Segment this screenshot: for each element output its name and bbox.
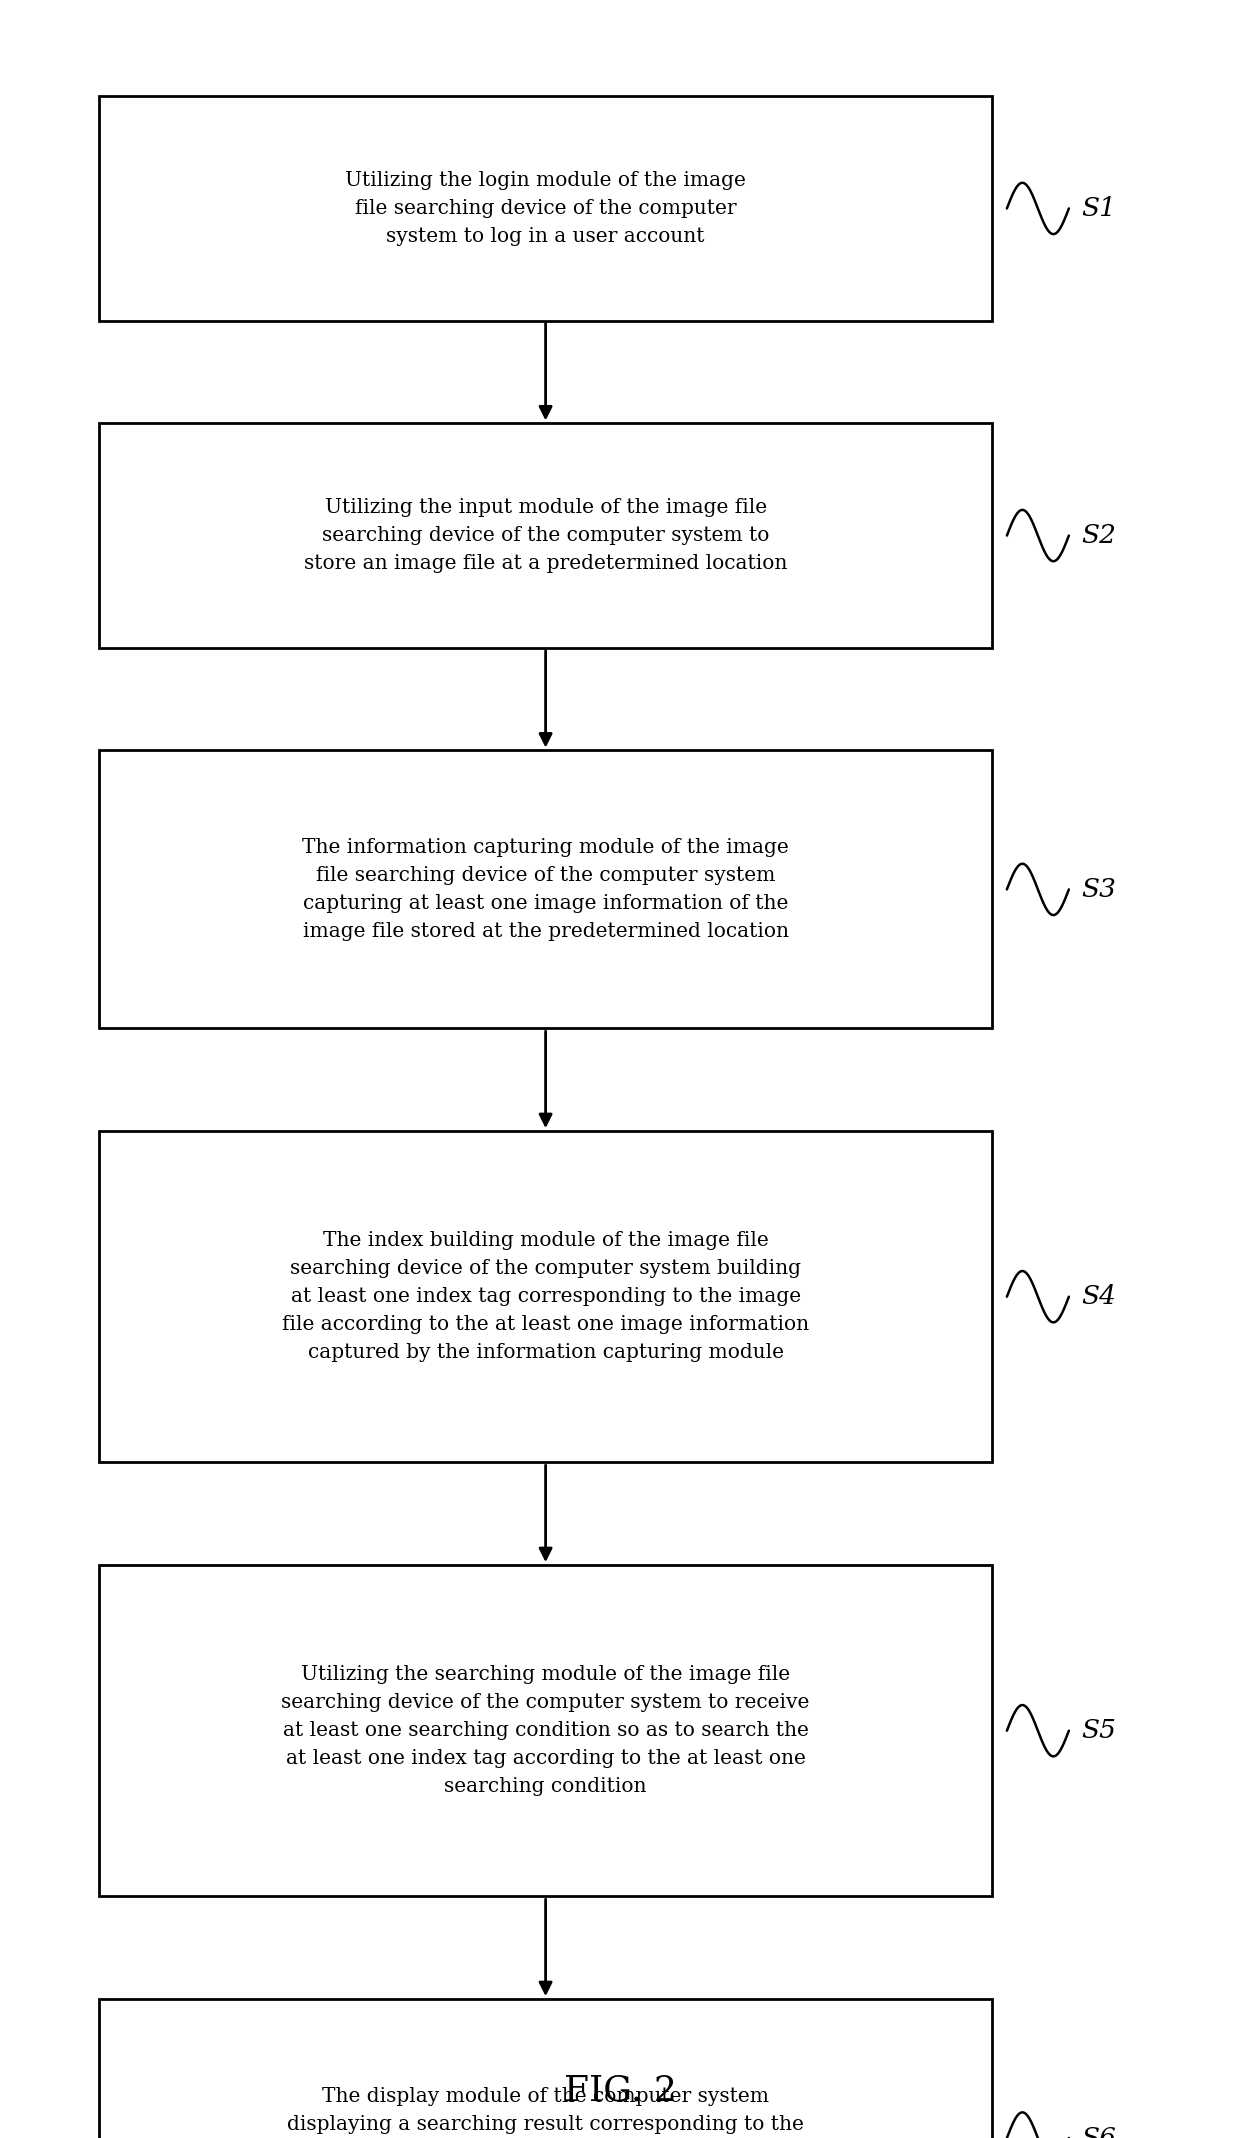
Text: S5: S5 bbox=[1081, 1719, 1116, 1742]
Text: S1: S1 bbox=[1081, 197, 1116, 220]
Bar bbox=[99, 96, 992, 321]
Text: The display module of the computer system
displaying a searching result correspo: The display module of the computer syste… bbox=[285, 2087, 806, 2138]
Text: The information capturing module of the image
file searching device of the compu: The information capturing module of the … bbox=[303, 838, 789, 941]
Bar bbox=[99, 1565, 992, 1896]
Text: FIG. 2: FIG. 2 bbox=[563, 2074, 677, 2108]
Text: Utilizing the input module of the image file
searching device of the computer sy: Utilizing the input module of the image … bbox=[304, 498, 787, 573]
Text: S3: S3 bbox=[1081, 877, 1116, 902]
Text: S6: S6 bbox=[1081, 2125, 1116, 2138]
Text: S2: S2 bbox=[1081, 524, 1116, 547]
Text: The index building module of the image file
searching device of the computer sys: The index building module of the image f… bbox=[281, 1231, 810, 1362]
Text: S4: S4 bbox=[1081, 1285, 1116, 1308]
Bar bbox=[99, 423, 992, 648]
Text: Utilizing the searching module of the image file
searching device of the compute: Utilizing the searching module of the im… bbox=[281, 1666, 810, 1796]
Bar bbox=[99, 1999, 992, 2138]
Bar bbox=[99, 1131, 992, 1462]
Bar bbox=[99, 750, 992, 1028]
Text: Utilizing the login module of the image
file searching device of the computer
sy: Utilizing the login module of the image … bbox=[345, 171, 746, 246]
